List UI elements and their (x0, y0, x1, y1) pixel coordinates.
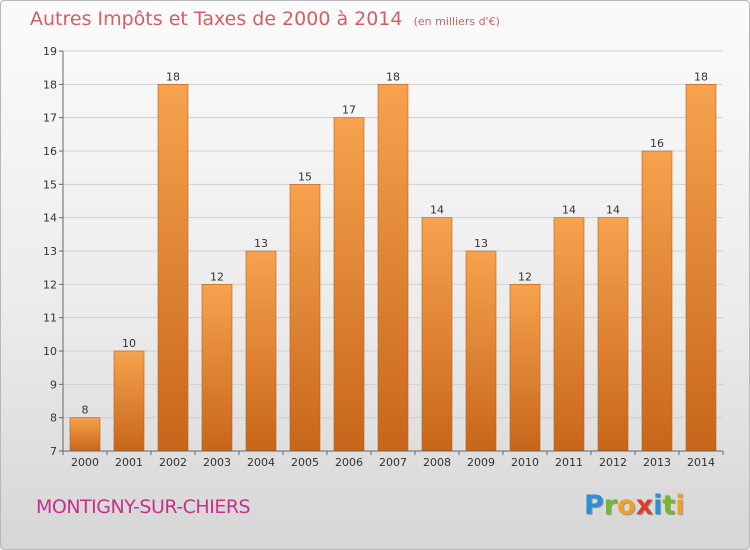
logo-letter: P (584, 490, 604, 521)
bar (69, 417, 101, 452)
bar (421, 217, 453, 452)
logo-letter: t (662, 490, 676, 521)
x-tick-label: 2013 (643, 456, 671, 469)
bar (641, 150, 673, 452)
bar-value-label: 10 (122, 337, 136, 350)
bar (553, 217, 585, 452)
bar (289, 184, 321, 452)
y-tick-label: 15 (43, 178, 57, 191)
x-tick-label: 2006 (335, 456, 363, 469)
x-tick-label: 2002 (159, 456, 187, 469)
bar-value-label: 18 (166, 70, 180, 83)
bar (377, 84, 409, 452)
y-tick-label: 13 (43, 245, 57, 258)
commune-name: MONTIGNY-SUR-CHIERS (36, 496, 251, 518)
y-tick-label: 17 (43, 112, 57, 125)
y-tick-label: 11 (43, 312, 57, 325)
bar-value-label: 12 (518, 270, 532, 283)
x-tick-label: 2012 (599, 456, 627, 469)
y-tick-label: 9 (50, 378, 57, 391)
logo-letter: i (653, 490, 663, 521)
bar (685, 84, 717, 452)
x-tick-label: 2008 (423, 456, 451, 469)
logo-letter: i (675, 490, 685, 521)
proxiti-logo[interactable]: Proxiti (584, 490, 685, 521)
bar (333, 117, 365, 452)
y-tick-label: 7 (50, 445, 57, 458)
label-layer: 8 10 18 12 13 15 17 18 14 13 12 14 14 16 18 (82, 70, 709, 416)
title-line: Autres Impôts et Taxes de 2000 à 2014 (e… (30, 8, 500, 30)
bar-value-label: 14 (606, 204, 620, 217)
x-tick-label: 2007 (379, 456, 407, 469)
y-tick-label: 14 (43, 212, 57, 225)
x-tick-label: 2000 (71, 456, 99, 469)
x-tick-label: 2001 (115, 456, 143, 469)
y-tick-label: 8 (50, 412, 57, 425)
y-tick-label: 19 (43, 45, 57, 58)
bar-value-label: 12 (210, 270, 224, 283)
x-tick-label: 2005 (291, 456, 319, 469)
bar (597, 217, 629, 452)
logo-letter: o (617, 490, 636, 521)
bar (509, 284, 541, 452)
bar-layer (69, 84, 717, 452)
logo-letter: r (603, 490, 618, 521)
bar (465, 250, 497, 452)
bar-value-label: 15 (298, 170, 312, 183)
chart-title: Autres Impôts et Taxes de 2000 à 2014 (30, 8, 403, 30)
bar (113, 350, 145, 452)
y-tick-label: 12 (43, 278, 57, 291)
bar-value-label: 18 (386, 70, 400, 83)
logo-letter: x (635, 490, 654, 521)
y-tick-label: 18 (43, 78, 57, 91)
y-tick-label: 10 (43, 345, 57, 358)
bar-value-label: 14 (430, 204, 444, 217)
bar-value-label: 17 (342, 104, 356, 117)
x-tick-label: 2010 (511, 456, 539, 469)
axis-layer: 7 8 9 10 11 12 13 14 15 16 17 18 19 2000 2001 2002 2003 2… (43, 45, 724, 469)
bar-value-label: 8 (82, 404, 89, 417)
x-tick-label: 2011 (555, 456, 583, 469)
bar-value-label: 13 (474, 237, 488, 250)
y-tick-label: 16 (43, 145, 57, 158)
bar-value-label: 18 (694, 70, 708, 83)
bar-value-label: 14 (562, 204, 576, 217)
x-tick-label: 2014 (687, 456, 715, 469)
bar-value-label: 16 (650, 137, 664, 150)
bar (157, 84, 189, 452)
x-tick-label: 2003 (203, 456, 231, 469)
bar-value-label: 13 (254, 237, 268, 250)
bar (245, 250, 277, 452)
x-tick-label: 2004 (247, 456, 275, 469)
chart-subtitle: (en milliers d'€) (413, 15, 500, 28)
bar (201, 284, 233, 452)
x-tick-label: 2009 (467, 456, 495, 469)
